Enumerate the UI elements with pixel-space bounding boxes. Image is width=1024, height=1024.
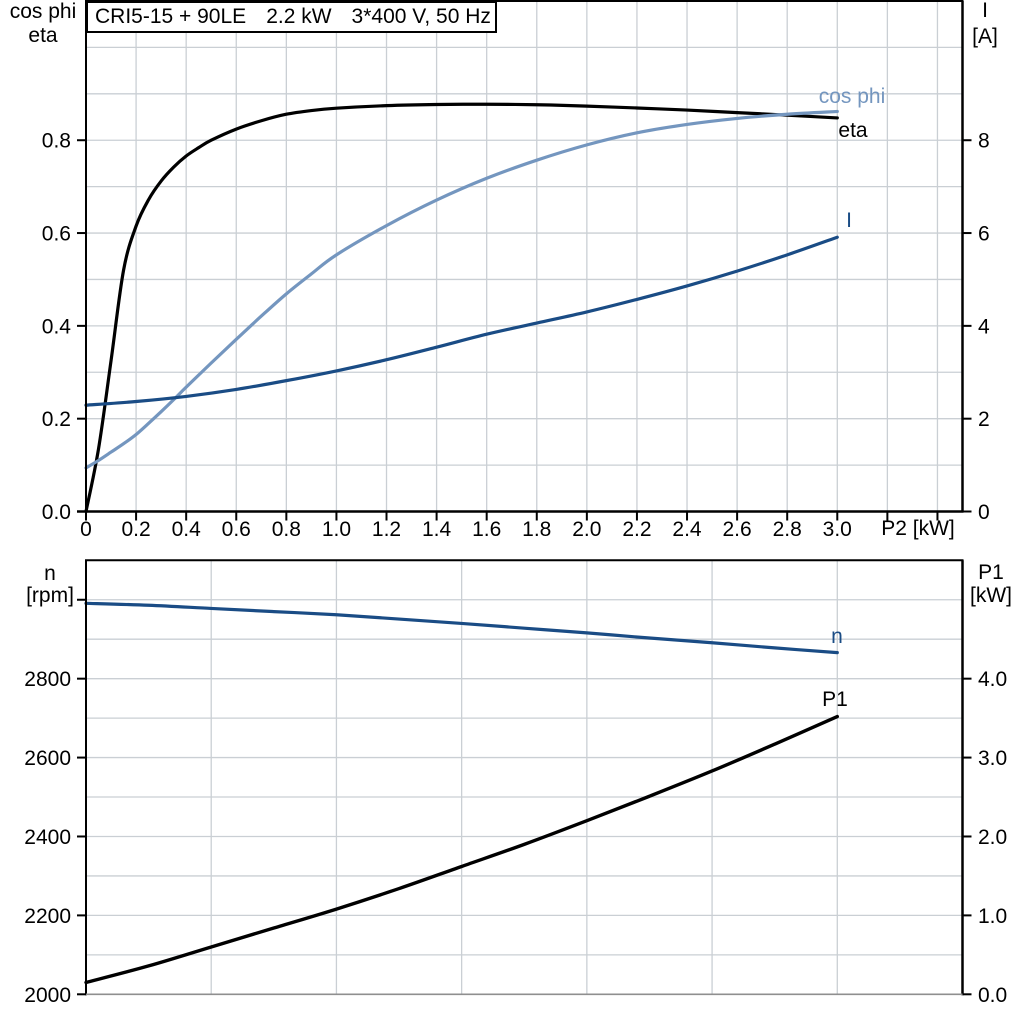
- y-left-tick-label: 2800: [24, 668, 71, 691]
- axis-title-cos-phi: cos phi: [9, 0, 77, 23]
- curve-label-cos-phi: cos phi: [818, 85, 886, 108]
- chart-title-box: CRI5-15 + 90LE 2.2 kW 3*400 V, 50 Hz: [86, 1, 497, 33]
- curve-label-current: I: [846, 209, 852, 232]
- top-tick-labels: 0 0.2 0.4 0.6 0.8 1.0 1.2 1.4 1.6 1.8 2.0 2.2 2.4 2.6…: [42, 130, 990, 541]
- bottom-frame: [85, 559, 964, 996]
- y-right-tick-label: 4.0: [978, 668, 1007, 691]
- curve-n: [84, 601, 839, 655]
- x-tick-label: 2.2: [622, 518, 651, 541]
- y-left-tick-label: 2200: [24, 905, 71, 928]
- y-left-tick-label: 0.6: [42, 223, 71, 246]
- curve-label-speed: n: [831, 625, 843, 648]
- x-tick-label: 0.4: [172, 518, 202, 541]
- curve-cos-phi: [84, 109, 839, 470]
- axis-title-p1: P1: [978, 561, 1004, 584]
- y-right-tick-label: 2.0: [978, 826, 1007, 849]
- y-right-tick-label: 6: [978, 223, 990, 246]
- x-tick-label: 0.2: [121, 518, 150, 541]
- y-right-tick-label: 0.0: [978, 984, 1007, 1007]
- title-voltage: 3*400 V, 50 Hz: [351, 5, 491, 28]
- top-ticks: [77, 139, 972, 521]
- x-tick-label: 1.6: [472, 518, 501, 541]
- top-frame: [77, 0, 964, 513]
- curve-I: [84, 235, 839, 407]
- bottom-tick-labels: 2000 2200 2400 2600 2800 0.0 1.0 2.0 3.0 4.0: [24, 668, 1007, 1007]
- x-tick-label: 2.6: [723, 518, 752, 541]
- title-power: 2.2 kW: [266, 5, 332, 28]
- axis-title-current: I: [982, 0, 988, 22]
- x-tick-label: 0.6: [222, 518, 251, 541]
- top-right-axis-title: I [A]: [960, 0, 1010, 50]
- y-left-tick-label: 2400: [24, 826, 71, 849]
- x-tick-label: 1.2: [372, 518, 401, 541]
- curve-eta: [84, 102, 839, 514]
- curve-label-eta: eta: [838, 119, 868, 142]
- y-right-tick-label: 4: [978, 315, 990, 338]
- axis-title-p1-unit: [kW]: [970, 584, 1012, 607]
- bottom-right-axis-title: P1 [kW]: [966, 561, 1016, 607]
- axis-title-speed: n: [44, 562, 56, 585]
- x-axis-title: P2 [kW]: [881, 517, 955, 540]
- top-gridlines: [86, 1, 963, 512]
- y-left-tick-label: 2600: [24, 747, 71, 770]
- x-tick-label: 2.4: [672, 518, 702, 541]
- y-left-tick-label: 0.8: [42, 130, 71, 153]
- x-tick-label: 2.0: [572, 518, 601, 541]
- y-left-tick-label: 0.4: [42, 315, 72, 338]
- curve-label-p1: P1: [822, 688, 848, 711]
- x-tick-label: 1.4: [422, 518, 452, 541]
- axis-title-speed-unit: [rpm]: [26, 584, 74, 607]
- title-model: CRI5-15 + 90LE: [95, 5, 247, 28]
- y-right-tick-label: 8: [978, 130, 990, 153]
- axis-title-eta: eta: [28, 24, 58, 47]
- top-plot: 0 0.2 0.4 0.6 0.8 1.0 1.2 1.4 1.6 1.8 2.0 2.2 2.4 2.6…: [42, 0, 990, 541]
- x-tick-label: 1.0: [322, 518, 351, 541]
- x-tick-label: 0.8: [272, 518, 301, 541]
- bottom-ticks: [77, 598, 972, 996]
- bottom-plot: 2000 2200 2400 2600 2800 0.0 1.0 2.0 3.0 4.0: [24, 559, 1007, 1007]
- x-tick-label: 0: [80, 518, 92, 541]
- y-left-tick-label: 2000: [24, 984, 71, 1007]
- x-tick-label: 3.0: [823, 518, 852, 541]
- y-right-tick-label: 0: [978, 501, 990, 524]
- y-right-tick-label: 1.0: [978, 905, 1007, 928]
- top-left-axis-title: cos phi eta: [8, 0, 78, 48]
- y-right-tick-label: 2: [978, 408, 990, 431]
- x-tick-label: 1.8: [522, 518, 551, 541]
- y-left-tick-label: 0.2: [42, 408, 71, 431]
- curve-P1: [84, 714, 839, 985]
- axis-title-current-unit: [A]: [972, 25, 998, 48]
- bottom-left-axis-title: n [rpm]: [20, 563, 80, 607]
- bottom-gridlines: [86, 560, 963, 995]
- x-tick-label: 2.8: [773, 518, 802, 541]
- y-right-tick-label: 3.0: [978, 747, 1007, 770]
- y-left-tick-label: 0.0: [42, 501, 71, 524]
